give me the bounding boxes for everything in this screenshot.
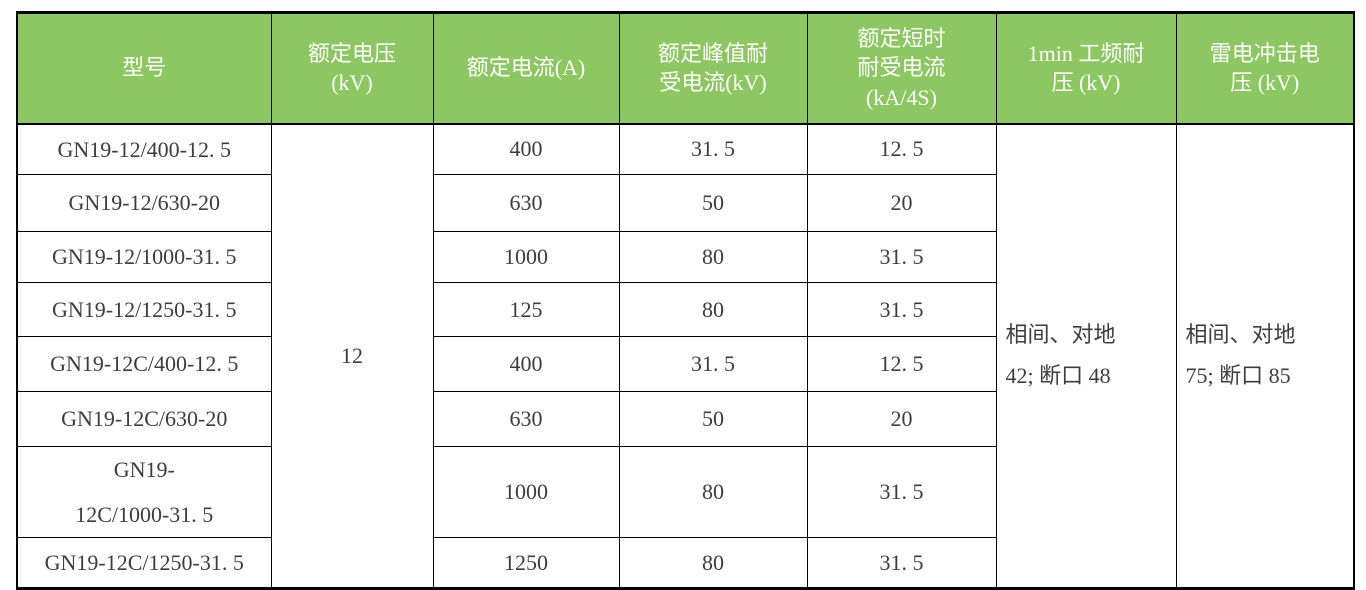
spec-table: 型号 额定电压 (kV) 额定电流(A) 额定峰值耐 受电流(kV) 额定短时 … xyxy=(16,11,1355,590)
table-row: GN19-12C/400-12. 5 400 31. 5 12. 5 xyxy=(16,336,1354,392)
cell-current: 1250 xyxy=(432,537,620,590)
col-header-short-time-withstand: 额定短时 耐受电流 (kA/4S) xyxy=(806,12,997,125)
cell-peak: 80 xyxy=(618,231,808,283)
cell-current: 125 xyxy=(432,282,620,337)
cell-model: GN19-12/1250-31. 5 xyxy=(16,282,272,337)
cell-peak: 50 xyxy=(618,391,808,447)
col-header-power-frequency: 1min 工频耐 压 (kV) xyxy=(995,12,1177,125)
cell-peak: 31. 5 xyxy=(618,123,808,175)
col-header-lightning-impulse: 雷电冲击电 压 (kV) xyxy=(1175,12,1355,125)
cell-model: GN19-12/400-12. 5 xyxy=(16,123,272,175)
cell-current: 1000 xyxy=(432,231,620,283)
cell-peak: 80 xyxy=(618,282,808,337)
cell-peak: 50 xyxy=(618,174,808,232)
table-row: GN19-12/400-12. 5 12 400 31. 5 12. 5 相间、… xyxy=(16,122,1355,590)
col-header-model: 型号 xyxy=(16,12,272,125)
table-row: GN19-12/1000-31. 5 1000 80 31. 5 xyxy=(16,231,1354,283)
cell-model: GN19- 12C/1000-31. 5 xyxy=(16,445,272,539)
col-header-rated-voltage: 额定电压 (kV) xyxy=(270,12,434,125)
cell-model: GN19-12/630-20 xyxy=(16,174,272,232)
cell-lightning-merged: 相间、对地 75; 断口 85 xyxy=(1175,122,1355,590)
cell-model: GN19-12C/1250-31. 5 xyxy=(16,537,272,590)
cell-short-time: 20 xyxy=(806,391,997,447)
cell-peak: 31. 5 xyxy=(618,336,808,392)
cell-peak: 80 xyxy=(618,445,808,539)
cell-current: 1000 xyxy=(432,445,620,539)
table-row: GN19-12/630-20 630 50 20 xyxy=(16,174,1354,232)
cell-short-time: 31. 5 xyxy=(806,282,997,337)
cell-peak: 80 xyxy=(618,537,808,590)
cell-current: 630 xyxy=(432,391,620,447)
cell-short-time: 31. 5 xyxy=(806,537,997,590)
cell-short-time: 12. 5 xyxy=(806,123,997,175)
cell-model: GN19-12C/630-20 xyxy=(16,391,272,447)
col-header-rated-current: 额定电流(A) xyxy=(432,12,620,125)
header-row: 型号 额定电压 (kV) 额定电流(A) 额定峰值耐 受电流(kV) 额定短时 … xyxy=(16,12,1355,125)
cell-model: GN19-12/1000-31. 5 xyxy=(16,231,272,283)
table-row: GN19-12/1250-31. 5 125 80 31. 5 xyxy=(16,282,1354,337)
cell-short-time: 12. 5 xyxy=(806,336,997,392)
cell-short-time: 31. 5 xyxy=(806,445,997,539)
cell-power-frequency-merged: 相间、对地 42; 断口 48 xyxy=(995,122,1177,590)
cell-short-time: 31. 5 xyxy=(806,231,997,283)
cell-current: 400 xyxy=(432,123,620,175)
cell-short-time: 20 xyxy=(806,174,997,232)
cell-model: GN19-12C/400-12. 5 xyxy=(16,336,272,392)
cell-current: 400 xyxy=(432,336,620,392)
col-header-peak-withstand: 额定峰值耐 受电流(kV) xyxy=(618,12,808,125)
cell-rated-voltage-merged: 12 xyxy=(270,122,434,590)
table-row: GN19-12C/630-20 630 50 20 xyxy=(16,391,1354,447)
table-row: GN19- 12C/1000-31. 5 1000 80 31. 5 xyxy=(16,445,1354,539)
cell-current: 630 xyxy=(432,174,620,232)
table-row: GN19-12C/1250-31. 5 1250 80 31. 5 xyxy=(16,537,1354,590)
